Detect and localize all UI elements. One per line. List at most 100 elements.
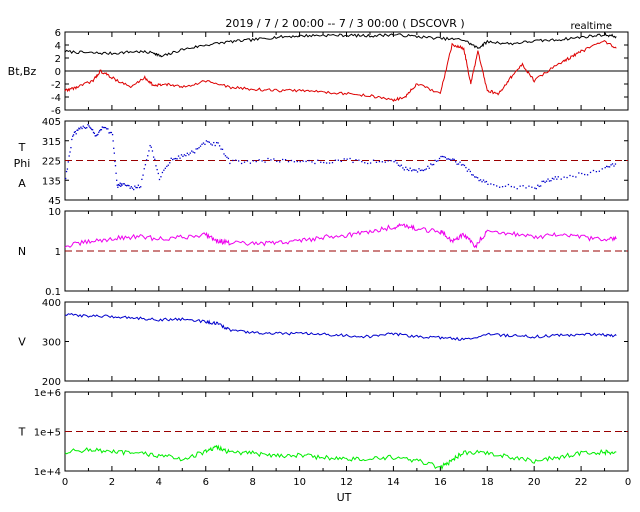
phi-point <box>264 161 266 163</box>
phi-point <box>92 131 95 134</box>
phi-point <box>361 161 363 163</box>
phi-point <box>352 161 354 164</box>
phi-point <box>424 169 426 171</box>
phi-point <box>226 156 228 158</box>
x-axis-label: UT <box>337 491 352 504</box>
phi-point <box>157 172 159 175</box>
phi-point <box>302 160 304 162</box>
phi-point <box>556 178 558 180</box>
phi-point <box>177 155 180 157</box>
phi-point <box>598 170 600 172</box>
phi-point <box>328 162 331 164</box>
phi-point <box>107 128 109 130</box>
phi-point <box>84 127 87 129</box>
y-tick-label: 300 <box>42 338 61 349</box>
y-tick-label: 400 <box>42 298 61 309</box>
phi-point <box>551 177 554 180</box>
phi-point <box>293 161 296 163</box>
phi-point <box>89 126 91 129</box>
phi-point <box>103 126 106 129</box>
phi-point <box>138 186 141 189</box>
phi-point <box>96 134 98 136</box>
phi-point <box>156 168 158 171</box>
phi-point <box>419 169 422 172</box>
phi-point <box>369 162 372 164</box>
phi-point <box>466 170 469 172</box>
phi-point <box>538 185 540 188</box>
phi-point <box>403 169 405 171</box>
phi-point <box>547 178 549 180</box>
phi-point <box>531 186 533 188</box>
phi-point <box>412 169 414 171</box>
chart-title: 2019 / 7 / 2 00:00 -- 7 / 3 00:00 ( DSCO… <box>225 17 464 30</box>
phi-point <box>246 160 249 162</box>
phi-point <box>119 182 121 184</box>
phi-point <box>435 160 438 162</box>
phi-point <box>186 152 188 154</box>
phi-point <box>325 162 328 164</box>
phi-point <box>99 129 102 131</box>
phi-point <box>425 168 427 170</box>
phi-point <box>88 125 90 127</box>
phi-point <box>72 134 75 136</box>
phi-point <box>610 164 612 166</box>
phi-point <box>214 144 216 147</box>
phi-point <box>243 161 246 163</box>
phi-point <box>218 145 221 147</box>
phi-point <box>472 174 474 176</box>
phi-point <box>87 124 89 126</box>
phi-point <box>273 158 275 160</box>
phi-point <box>438 157 441 160</box>
phi-point <box>227 157 230 160</box>
y-tick-label: 6 <box>55 28 61 39</box>
phi-point <box>224 155 227 157</box>
series-bt-line <box>64 32 617 58</box>
phi-point <box>449 158 451 161</box>
phi-point <box>116 184 118 186</box>
x-tick-label: 18 <box>481 477 494 488</box>
phi-point <box>471 174 473 176</box>
phi-point <box>116 179 118 181</box>
phi-point <box>154 158 156 160</box>
phi-point <box>308 159 310 162</box>
phi-point <box>192 151 194 153</box>
phi-point <box>201 143 203 145</box>
phi-point <box>166 165 168 168</box>
phi-point <box>540 185 542 187</box>
phi-point <box>98 131 100 133</box>
y-tick-label: 1e+4 <box>34 467 61 478</box>
phi-point <box>440 155 442 158</box>
phi-point <box>296 160 298 163</box>
phi-point <box>77 129 79 131</box>
phi-point <box>170 157 172 159</box>
phi-point <box>110 131 113 134</box>
phi-point <box>349 157 351 160</box>
phi-point <box>276 160 278 163</box>
phi-point <box>459 161 461 163</box>
phi-point <box>255 160 257 163</box>
phi-point <box>141 178 143 181</box>
panel-magnetic-field: 6 4 2 0 -2 -4 -6 Bt,Bz <box>8 28 629 117</box>
x-tick-label: 16 <box>434 477 447 488</box>
phi-point <box>207 140 209 143</box>
phi-point <box>191 150 193 152</box>
phi-point <box>117 186 119 188</box>
phi-point <box>183 154 186 156</box>
phi-point <box>196 148 199 150</box>
phi-point <box>504 185 507 187</box>
series-phi <box>65 124 617 191</box>
phi-point <box>79 128 81 130</box>
phi-point <box>400 164 403 166</box>
phi-point <box>220 148 222 150</box>
phi-point <box>550 180 552 182</box>
phi-point <box>120 185 122 187</box>
phi-point <box>566 176 568 179</box>
phi-point <box>161 171 164 174</box>
phi-point <box>434 159 436 162</box>
phi-point <box>109 131 111 134</box>
phi-point <box>261 160 263 162</box>
phi-point <box>589 171 592 174</box>
phi-point <box>299 161 301 163</box>
phi-point <box>134 185 136 187</box>
phi-point <box>130 186 132 188</box>
